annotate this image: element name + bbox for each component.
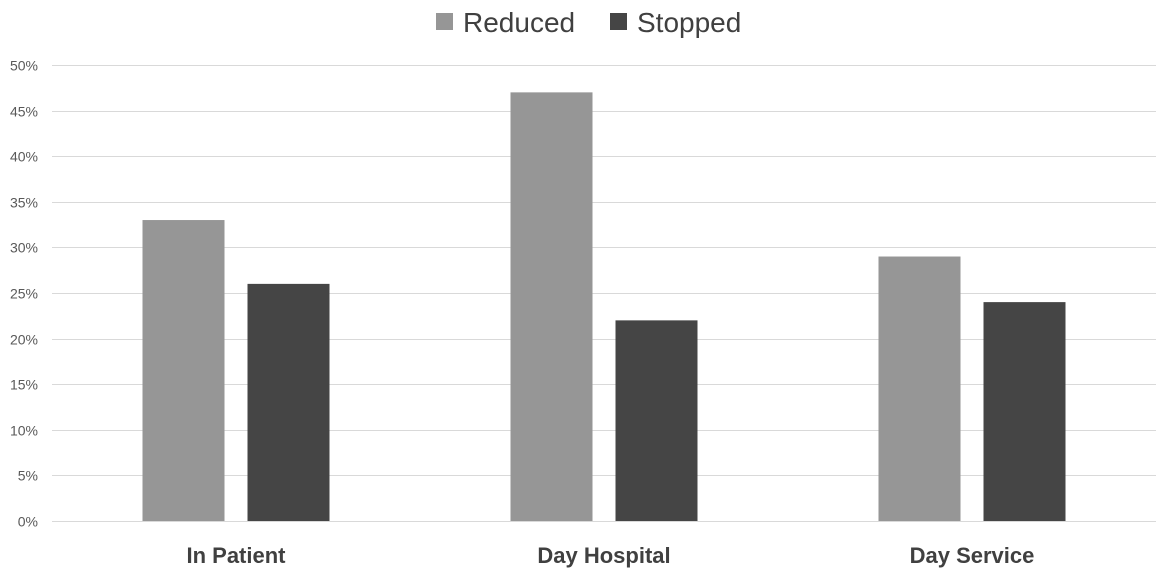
legend-label-reduced: Reduced <box>463 7 575 38</box>
y-tick-label: 20% <box>10 332 38 348</box>
legend: Reduced Stopped <box>436 7 741 38</box>
y-tick-label: 50% <box>10 58 38 74</box>
legend-swatch-stopped <box>610 13 627 30</box>
bar-stopped-day-hospital <box>615 320 698 521</box>
bar-reduced-in-patient <box>142 220 225 522</box>
x-category-label: In Patient <box>186 543 286 568</box>
gridlines <box>52 65 1156 522</box>
bar-reduced-day-service <box>878 256 961 521</box>
y-tick-label: 30% <box>10 240 38 256</box>
bar-stopped-in-patient <box>247 283 330 521</box>
y-tick-label: 45% <box>10 104 38 120</box>
legend-swatch-reduced <box>436 13 453 30</box>
y-axis-ticks: 0% 5% 10% 15% 20% 25% 30% 35% 40% 45% 50% <box>10 58 38 530</box>
y-tick-label: 0% <box>18 514 38 530</box>
x-category-label: Day Hospital <box>537 543 670 568</box>
y-tick-label: 10% <box>10 423 38 439</box>
bar-stopped-day-service <box>983 302 1066 521</box>
bar-reduced-day-hospital <box>510 92 593 522</box>
x-axis-labels: In Patient Day Hospital Day Service <box>186 543 1034 568</box>
bars <box>142 92 1066 522</box>
y-tick-label: 5% <box>18 468 38 484</box>
y-tick-label: 15% <box>10 377 38 393</box>
y-tick-label: 40% <box>10 149 38 165</box>
y-tick-label: 35% <box>10 195 38 211</box>
legend-label-stopped: Stopped <box>637 7 741 38</box>
y-tick-label: 25% <box>10 286 38 302</box>
x-category-label: Day Service <box>910 543 1035 568</box>
